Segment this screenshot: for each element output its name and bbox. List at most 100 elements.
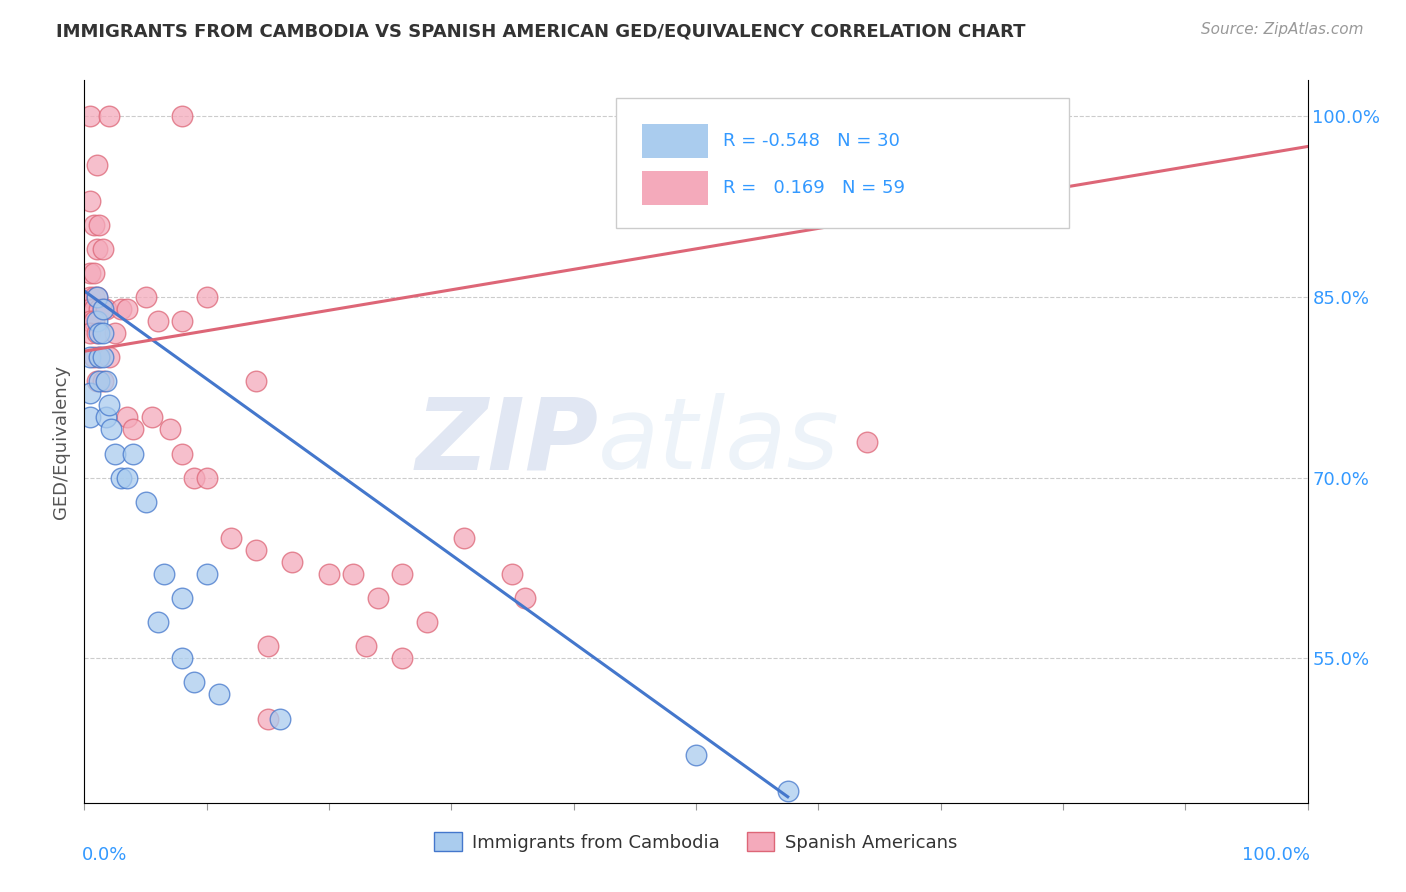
Point [79,109,101,123]
Point [91,375,114,389]
Point [183,471,205,485]
Point [245,542,267,557]
Point [245,375,267,389]
Point [91,350,114,364]
Point [195,567,218,582]
Text: R = -0.548   N = 30: R = -0.548 N = 30 [723,132,900,150]
Point [91,242,114,256]
Point [367,591,389,606]
Point [87,375,110,389]
Point [83,290,105,304]
Point [146,615,169,630]
Point [79,266,101,280]
Point [87,218,110,232]
Point [79,350,101,364]
Point [172,651,194,665]
Point [183,675,205,690]
Point [83,314,105,328]
Point [87,301,110,317]
Point [172,591,194,606]
Point [86,290,108,304]
Point [83,266,105,280]
Point [104,326,127,341]
Point [79,326,101,341]
Point [96,410,118,425]
Point [104,447,127,461]
Point [172,314,194,328]
Point [135,290,157,304]
Point [135,494,157,508]
Point [83,218,105,232]
Point [502,567,524,582]
Point [97,109,120,123]
Point [513,591,536,606]
Point [146,314,169,328]
Point [153,567,176,582]
Point [91,301,114,317]
Point [195,290,218,304]
Point [115,410,138,425]
Point [172,109,194,123]
Point [685,747,707,762]
Point [91,301,114,317]
Point [776,783,799,797]
Point [318,567,340,582]
Point [269,712,291,726]
Point [79,314,101,328]
Text: Source: ZipAtlas.com: Source: ZipAtlas.com [1201,22,1364,37]
Point [87,326,110,341]
FancyBboxPatch shape [643,171,709,204]
Point [115,301,138,317]
Point [453,531,475,545]
Point [416,615,439,630]
Point [79,301,101,317]
Text: atlas: atlas [598,393,839,490]
Point [79,290,101,304]
Point [110,471,132,485]
Point [159,423,181,437]
Point [86,314,108,328]
Point [281,555,304,569]
Point [391,651,413,665]
Point [97,398,120,412]
Point [86,158,108,172]
Point [122,447,145,461]
Point [87,350,110,364]
Point [97,350,120,364]
Point [79,410,101,425]
Point [83,301,105,317]
Point [87,350,110,364]
Point [172,447,194,461]
Text: 0.0%: 0.0% [82,847,128,864]
Point [257,639,280,653]
Legend: Immigrants from Cambodia, Spanish Americans: Immigrants from Cambodia, Spanish Americ… [427,825,965,859]
Point [219,531,242,545]
Point [86,290,108,304]
Point [208,687,231,701]
Point [83,350,105,364]
Text: R =   0.169   N = 59: R = 0.169 N = 59 [723,179,905,197]
Point [115,471,138,485]
FancyBboxPatch shape [643,124,709,158]
Point [195,471,218,485]
Point [86,242,108,256]
Point [100,423,122,437]
Text: ZIP: ZIP [415,393,598,490]
Point [79,386,101,401]
Y-axis label: GED/Equivalency: GED/Equivalency [52,365,70,518]
Text: 100.0%: 100.0% [1241,847,1310,864]
Point [79,194,101,208]
FancyBboxPatch shape [616,98,1069,228]
Point [342,567,364,582]
Point [86,375,108,389]
Point [96,375,118,389]
Point [86,326,108,341]
Point [122,423,145,437]
Text: IMMIGRANTS FROM CAMBODIA VS SPANISH AMERICAN GED/EQUIVALENCY CORRELATION CHART: IMMIGRANTS FROM CAMBODIA VS SPANISH AMER… [56,22,1026,40]
Point [110,301,132,317]
Point [91,326,114,341]
Point [257,712,280,726]
Point [96,301,118,317]
Point [391,567,413,582]
Point [354,639,377,653]
